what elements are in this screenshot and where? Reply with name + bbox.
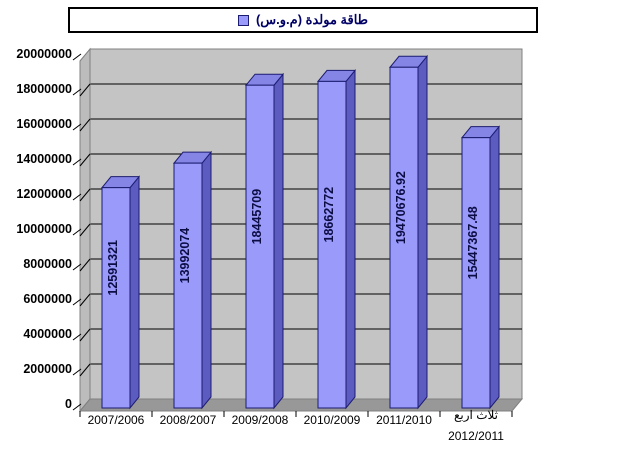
y-axis-tick <box>72 298 82 306</box>
legend[interactable]: طاقة مولدة (م.و.س) <box>68 7 538 33</box>
y-axis-label: 6000000 <box>23 292 72 306</box>
side-wall-gridline <box>79 153 91 167</box>
bar-side-face[interactable] <box>273 72 284 410</box>
y-axis-tick <box>72 228 82 236</box>
y-axis-tick <box>72 368 82 376</box>
bar-value-label: 18662772 <box>322 187 336 243</box>
y-axis-label: 20000000 <box>16 47 72 61</box>
y-axis-tick <box>72 403 82 411</box>
bar-value-label: 13992074 <box>178 228 192 284</box>
bar[interactable] <box>245 84 275 409</box>
y-axis-label: 14000000 <box>16 152 72 166</box>
y-axis-tick <box>72 193 82 201</box>
x-axis-label: 2009/2008 <box>232 413 289 427</box>
bar-value-label: 15447367.48 <box>466 206 480 279</box>
y-axis-tick <box>72 158 82 166</box>
bar[interactable] <box>317 80 347 409</box>
x-axis-label: 2011/2010 <box>376 413 432 427</box>
side-wall-gridline <box>79 258 91 272</box>
y-axis-label: 12000000 <box>16 187 72 201</box>
side-wall-gridline <box>79 328 91 342</box>
side-wall-gridline <box>79 83 91 97</box>
y-axis-label: 10000000 <box>16 222 72 236</box>
x-axis-label: ثلاث اربع <box>454 408 498 422</box>
bar-value-label: 12591321 <box>106 240 120 296</box>
y-axis-label: 16000000 <box>16 117 72 131</box>
y-axis-tick <box>72 88 82 96</box>
bar[interactable] <box>101 187 131 409</box>
y-axis-label: 8000000 <box>23 257 72 271</box>
side-wall-gridline <box>79 188 91 202</box>
bar-side-face[interactable] <box>345 69 356 410</box>
bar-side-face[interactable] <box>417 54 428 410</box>
y-axis-tick <box>72 123 82 131</box>
bar[interactable] <box>461 137 491 409</box>
side-wall-gridline <box>79 118 91 132</box>
bar-side-face[interactable] <box>129 175 140 410</box>
y-axis-tick <box>72 263 82 271</box>
side-wall-gridline <box>79 363 91 377</box>
x-axis-label: 2012/2011 <box>448 429 504 443</box>
bar-side-face[interactable] <box>489 125 500 410</box>
series-color-swatch <box>237 14 249 26</box>
y-axis-label: 4000000 <box>23 327 72 341</box>
bar-value-label: 18445709 <box>250 189 264 245</box>
y-axis-label: 18000000 <box>16 82 72 96</box>
y-axis-label: 0 <box>65 397 72 411</box>
bar-side-face[interactable] <box>201 150 212 410</box>
side-wall-gridline <box>79 293 91 307</box>
legend-label: طاقة مولدة (م.و.س) <box>255 12 369 27</box>
x-axis-label: 2007/2006 <box>88 413 145 427</box>
y-axis-tick <box>72 53 82 61</box>
x-axis-label: 2008/2007 <box>160 413 217 427</box>
bar-value-label: 19470676.92 <box>394 171 408 244</box>
x-axis-label: 2010/2009 <box>304 413 361 427</box>
bar[interactable] <box>389 66 419 409</box>
side-wall-gridline <box>79 223 91 237</box>
bar[interactable] <box>173 162 203 409</box>
y-axis-tick <box>72 333 82 341</box>
y-axis-label: 2000000 <box>23 362 72 376</box>
